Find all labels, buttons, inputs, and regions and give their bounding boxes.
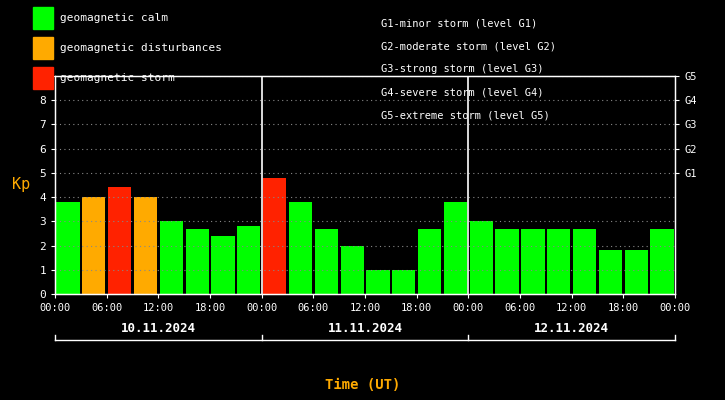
Bar [263,178,286,294]
Text: 12.11.2024: 12.11.2024 [534,322,609,334]
Bar [108,188,131,294]
Bar [547,228,571,294]
Bar [186,228,209,294]
Bar [160,221,183,294]
Text: G5-extreme storm (level G5): G5-extreme storm (level G5) [381,111,550,121]
Bar [521,228,544,294]
Bar [392,270,415,294]
Bar [366,270,389,294]
Bar [315,228,338,294]
Bar [650,228,674,294]
Bar [599,250,622,294]
Text: 10.11.2024: 10.11.2024 [121,322,196,334]
Bar [134,197,157,294]
Bar [495,228,518,294]
Bar [212,236,235,294]
Bar [289,202,312,294]
Bar [625,250,648,294]
Text: G3-strong storm (level G3): G3-strong storm (level G3) [381,64,543,74]
Text: G4-severe storm (level G4): G4-severe storm (level G4) [381,88,543,98]
Text: Time (UT): Time (UT) [325,378,400,392]
Bar [57,202,80,294]
Text: geomagnetic storm: geomagnetic storm [60,73,175,83]
Bar [573,228,596,294]
Text: G2-moderate storm (level G2): G2-moderate storm (level G2) [381,41,555,51]
Bar [82,197,105,294]
Text: G1-minor storm (level G1): G1-minor storm (level G1) [381,18,537,28]
Text: geomagnetic disturbances: geomagnetic disturbances [60,43,222,53]
Bar [444,202,467,294]
Text: Kp: Kp [12,178,30,192]
Text: 11.11.2024: 11.11.2024 [328,322,402,334]
Bar [418,228,442,294]
Bar [341,246,364,294]
Bar [470,221,493,294]
Bar [237,226,260,294]
Text: geomagnetic calm: geomagnetic calm [60,13,168,23]
